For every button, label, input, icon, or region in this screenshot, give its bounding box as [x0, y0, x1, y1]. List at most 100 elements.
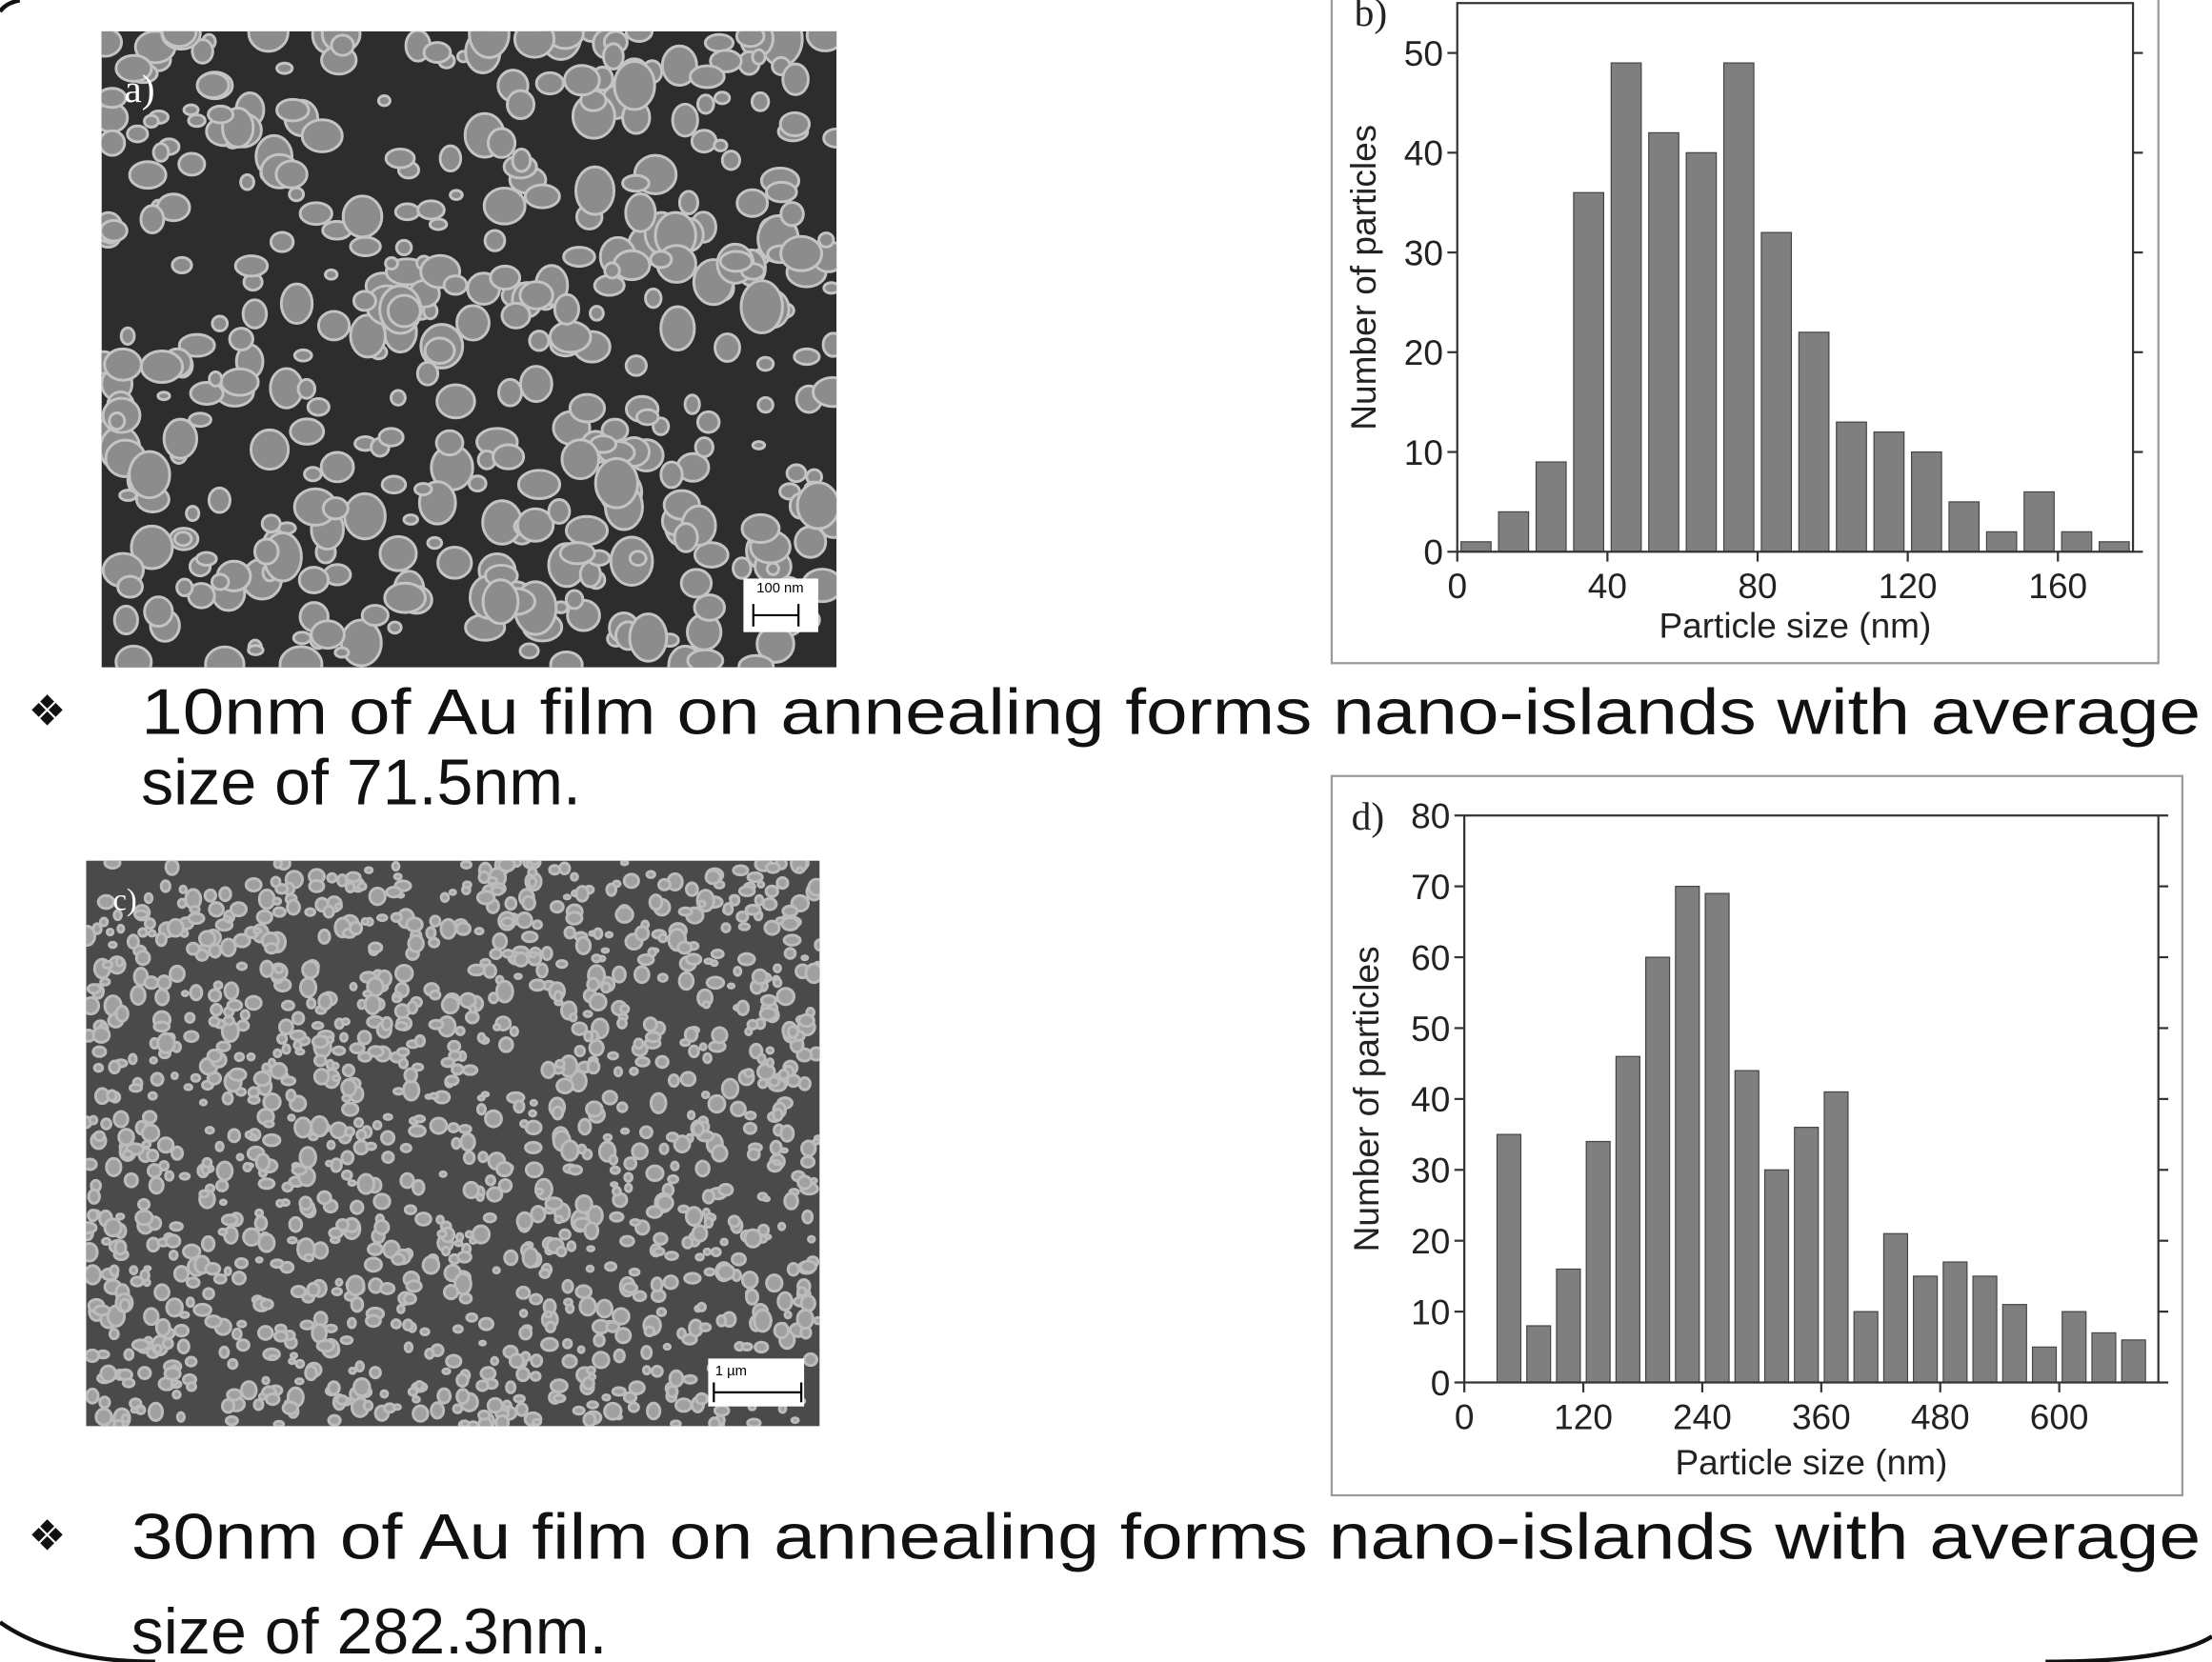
island: [560, 1139, 580, 1162]
island: [140, 1123, 161, 1143]
bar: [1823, 1091, 1849, 1384]
island: [628, 1267, 641, 1277]
island: [683, 1026, 699, 1043]
island: [156, 390, 171, 402]
island: [518, 1325, 533, 1341]
island: [425, 926, 437, 940]
island: [779, 201, 805, 228]
island: [548, 320, 593, 354]
island: [146, 1163, 163, 1179]
island: [440, 994, 460, 1015]
island: [708, 1416, 722, 1427]
island: [386, 293, 422, 329]
island: [681, 1332, 698, 1346]
island: [694, 1159, 711, 1178]
island: [101, 218, 129, 243]
island: [86, 1387, 100, 1405]
island: [139, 204, 166, 235]
island: [768, 1075, 781, 1088]
island: [703, 1267, 716, 1277]
island: [555, 1245, 568, 1258]
island: [120, 1412, 131, 1424]
island: [531, 1417, 542, 1427]
island: [500, 301, 532, 330]
island: [143, 1307, 160, 1327]
island: [756, 1052, 767, 1065]
island: [753, 1308, 773, 1333]
island: [558, 541, 596, 566]
island: [805, 30, 837, 52]
island: [394, 963, 414, 983]
island: [711, 1144, 729, 1163]
island: [571, 1021, 589, 1036]
island: [152, 1020, 171, 1033]
island: [298, 201, 333, 227]
island: [535, 962, 549, 979]
island: [112, 1110, 130, 1129]
island: [233, 1256, 250, 1270]
island: [631, 1142, 649, 1161]
x-axis-label: Particle size (nm): [1659, 606, 1931, 646]
island: [440, 1056, 456, 1069]
island: [751, 48, 767, 66]
island: [477, 1151, 489, 1164]
island: [485, 1174, 496, 1187]
island: [497, 1036, 514, 1053]
island: [308, 878, 326, 893]
island: [495, 1160, 513, 1178]
island: [402, 1079, 421, 1102]
island: [633, 965, 651, 985]
bar: [1760, 231, 1793, 552]
island: [513, 30, 556, 59]
island: [479, 1366, 497, 1381]
island: [475, 1379, 490, 1392]
bar: [1942, 1261, 1968, 1384]
island: [473, 927, 485, 936]
island: [175, 1411, 186, 1423]
island: [198, 1098, 209, 1107]
island: [312, 1053, 328, 1068]
island: [812, 1137, 820, 1146]
island: [593, 1332, 606, 1348]
island: [412, 1395, 421, 1404]
island: [653, 1231, 669, 1246]
island: [657, 932, 669, 944]
island: [681, 1235, 694, 1250]
island: [740, 1271, 759, 1290]
island: [690, 129, 718, 154]
island: [710, 948, 725, 960]
image-label: a): [124, 67, 154, 111]
island: [393, 202, 421, 222]
island: [227, 1128, 242, 1144]
island: [116, 574, 144, 599]
y-axis-label: Number of particles: [1346, 946, 1386, 1252]
island: [392, 872, 403, 881]
island: [310, 1114, 330, 1138]
island: [583, 1221, 600, 1241]
island: [257, 1392, 267, 1401]
island: [316, 1190, 332, 1206]
island: [605, 1320, 621, 1333]
island: [627, 1401, 640, 1413]
island: [233, 254, 270, 278]
x-axis-label: Particle size (nm): [1675, 1442, 1947, 1482]
island: [628, 550, 648, 568]
bar: [2061, 531, 2093, 552]
island: [754, 1340, 770, 1354]
island: [691, 1224, 709, 1243]
island: [780, 916, 800, 931]
island: [113, 1239, 128, 1256]
island: [108, 1059, 122, 1075]
island: [304, 1364, 318, 1382]
island: [481, 578, 520, 626]
island: [117, 1128, 135, 1147]
island: [679, 568, 714, 599]
bar: [1610, 62, 1642, 552]
island: [729, 894, 741, 907]
island: [217, 1227, 229, 1236]
island: [384, 255, 399, 271]
island: [475, 1103, 488, 1116]
island: [293, 1377, 305, 1386]
island: [106, 1089, 118, 1103]
island: [325, 1159, 334, 1168]
